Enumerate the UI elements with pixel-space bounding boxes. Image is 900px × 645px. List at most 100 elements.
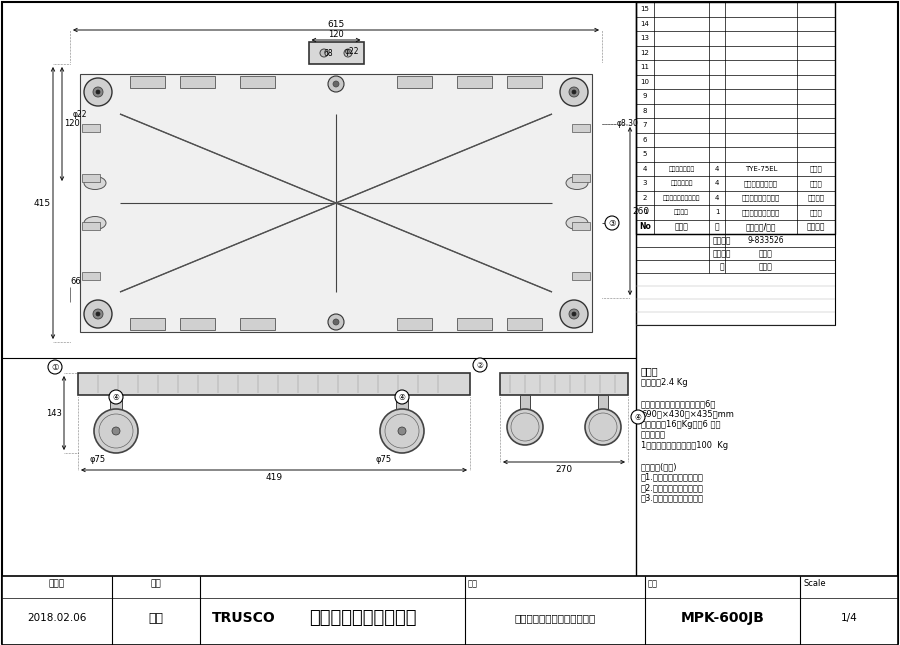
Bar	[457, 76, 492, 88]
Text: 270: 270	[555, 465, 572, 474]
Bar	[397, 76, 432, 88]
Text: 10: 10	[641, 79, 650, 84]
Text: ブルー: ブルー	[759, 262, 773, 271]
Text: 部品名: 部品名	[675, 223, 688, 232]
Circle shape	[109, 390, 123, 404]
Text: 14: 14	[641, 21, 650, 26]
Text: ブルー: ブルー	[810, 180, 823, 186]
Text: ①: ①	[51, 362, 59, 372]
Text: 6: 6	[643, 137, 647, 143]
Text: 68: 68	[323, 50, 333, 59]
Bar	[82, 174, 100, 182]
Text: 4: 4	[643, 166, 647, 172]
Circle shape	[84, 78, 112, 106]
Text: 自重　　2.4 Kg: 自重 2.4 Kg	[641, 378, 688, 387]
Text: グレー: グレー	[810, 166, 823, 172]
Text: ブラック: ブラック	[807, 194, 824, 201]
Circle shape	[569, 87, 579, 97]
Bar	[82, 222, 100, 230]
Text: 梱包重量　16　Kg　（6 才）: 梱包重量 16 Kg （6 才）	[641, 420, 721, 429]
Text: 作成日: 作成日	[49, 579, 65, 588]
Circle shape	[380, 409, 424, 453]
Text: 2: 2	[643, 195, 647, 201]
Text: φ22: φ22	[345, 48, 359, 57]
Bar	[82, 124, 100, 132]
Ellipse shape	[84, 177, 106, 190]
Text: 143: 143	[46, 408, 62, 417]
Circle shape	[112, 427, 120, 435]
Bar	[180, 318, 215, 330]
Bar	[500, 373, 628, 395]
Bar	[572, 124, 590, 132]
Circle shape	[560, 78, 588, 106]
Text: φ22: φ22	[73, 110, 87, 119]
Ellipse shape	[84, 217, 106, 230]
Bar	[636, 2, 835, 234]
Bar	[572, 222, 590, 230]
Bar	[507, 76, 542, 88]
Text: 690　×430　×435　mm: 690 ×430 ×435 mm	[641, 410, 734, 419]
Text: 再生ポリプロピレン: 再生ポリプロピレン	[742, 209, 780, 215]
Text: ②: ②	[477, 361, 483, 370]
Text: 120: 120	[64, 119, 80, 128]
Text: 再生ポリプロピレン: 再生ポリプロピレン	[742, 194, 780, 201]
Text: ④: ④	[399, 393, 405, 401]
Circle shape	[96, 90, 100, 94]
Text: TRUSCO: TRUSCO	[212, 611, 275, 625]
Text: 419: 419	[266, 473, 283, 482]
Text: MPK-600JB: MPK-600JB	[680, 611, 764, 625]
Text: 1.運行性能試験　　合格: 1.運行性能試験 合格	[641, 473, 704, 482]
Bar	[80, 74, 592, 332]
Circle shape	[572, 90, 576, 94]
Text: 3: 3	[643, 180, 647, 186]
Text: No: No	[639, 223, 651, 232]
Text: 7: 7	[643, 123, 647, 128]
Text: 表面処理: 表面処理	[806, 223, 825, 232]
Bar	[457, 318, 492, 330]
Bar	[309, 42, 364, 64]
Bar	[2, 576, 898, 645]
Circle shape	[572, 312, 576, 316]
Bar	[130, 318, 165, 330]
Circle shape	[328, 314, 344, 330]
Text: 材質、厚/品番: 材質、厚/品番	[746, 223, 776, 232]
Text: 1台当りの最大均等荷重100  Kg: 1台当りの最大均等荷重100 Kg	[641, 441, 728, 450]
Text: 検図: 検図	[150, 579, 161, 588]
Text: 梱包サイズ　　　（梱包数：6）: 梱包サイズ （梱包数：6）	[641, 399, 716, 408]
Text: 9: 9	[643, 94, 647, 99]
Circle shape	[328, 76, 344, 92]
Bar	[598, 395, 608, 409]
Text: φ75: φ75	[376, 455, 392, 464]
Circle shape	[560, 300, 588, 328]
Text: 5: 5	[643, 151, 647, 157]
Text: 3.耐荷重性能試験　合格: 3.耐荷重性能試験 合格	[641, 493, 704, 502]
Text: 4: 4	[715, 180, 719, 186]
Bar	[180, 76, 215, 88]
Bar	[240, 318, 275, 330]
Circle shape	[320, 49, 328, 57]
Bar	[78, 373, 470, 395]
Text: 品名: 品名	[468, 579, 478, 588]
Text: 9-833526: 9-833526	[748, 236, 784, 245]
Text: 13: 13	[641, 35, 650, 41]
Circle shape	[569, 309, 579, 319]
Circle shape	[398, 427, 406, 435]
Text: 15: 15	[641, 6, 650, 12]
Bar	[520, 395, 530, 409]
Text: 12: 12	[641, 50, 650, 55]
Text: 品番: 品番	[648, 579, 658, 588]
Text: 4: 4	[715, 195, 719, 201]
Circle shape	[84, 300, 112, 328]
Text: Scale: Scale	[803, 579, 825, 588]
Text: 生産工場: 生産工場	[713, 236, 731, 245]
Circle shape	[605, 216, 619, 230]
Text: 再生エラストマー: 再生エラストマー	[744, 180, 778, 186]
Text: 性能試験(社内): 性能試験(社内)	[641, 462, 678, 471]
Circle shape	[507, 409, 543, 445]
Text: 615: 615	[328, 20, 345, 29]
Text: 1/4: 1/4	[841, 613, 858, 623]
Text: ①: ①	[50, 362, 59, 372]
Circle shape	[585, 409, 621, 445]
Text: φ75: φ75	[90, 455, 106, 464]
Bar	[572, 272, 590, 280]
